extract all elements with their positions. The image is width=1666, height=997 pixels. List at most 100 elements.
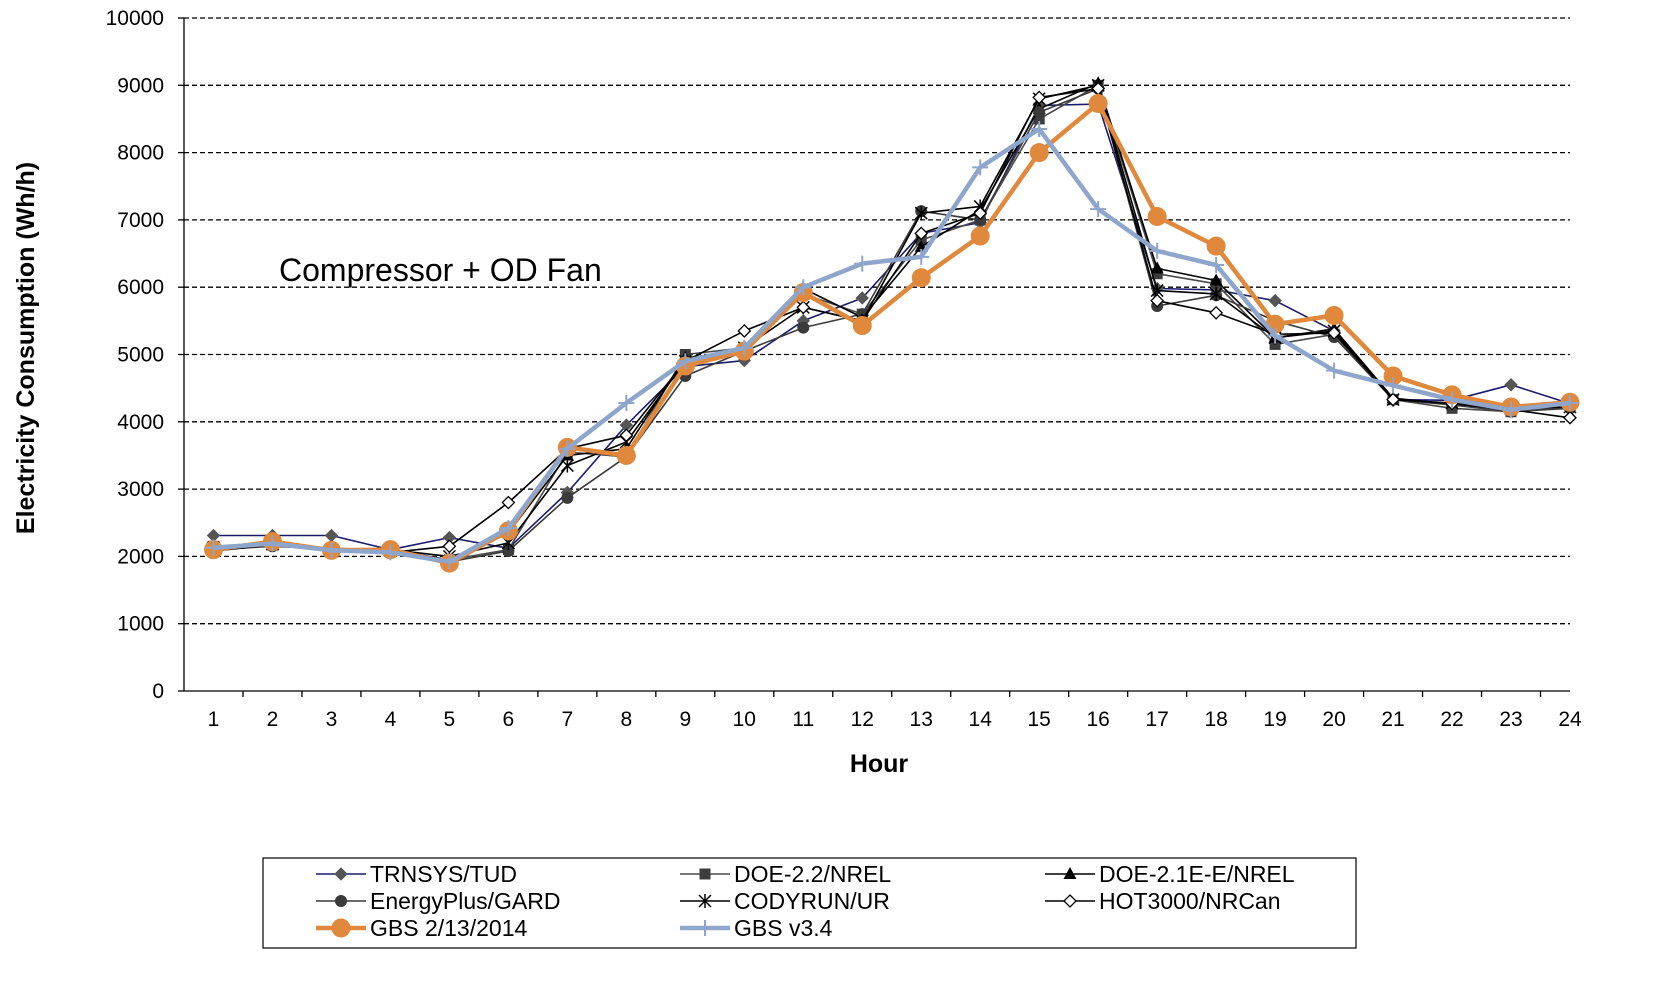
series-line [213,101,1571,566]
x-tick-label: 16 [1086,708,1109,731]
data-point [972,159,989,176]
series-energyplus-gard [207,82,1576,568]
y-axis-title: Electricity Consumption (Wh/h) [12,162,40,534]
legend-item: DOE-2.1E-E/NREL [1045,861,1295,887]
data-point [1327,326,1342,340]
data-point [913,248,930,265]
data-point [205,539,222,556]
x-tick-labels: 1 2 3 4 5 6 7 8 9 10 11 12 13 14 15 16 17 18 19 20 21 22 23 24 [208,691,1582,731]
series-line [213,84,1571,558]
series-trnsys-tud [206,97,1577,557]
data-point [1209,286,1223,301]
legend-marker [698,894,712,908]
series-line [213,103,1571,551]
x-tick-label: 11 [792,708,814,731]
x-tick-label: 6 [503,708,515,731]
data-point [1503,401,1520,418]
legend-label: GBS 2/13/2014 [370,915,527,941]
data-point [1563,410,1577,425]
x-tick-label: 24 [1558,708,1582,731]
data-point [1208,256,1225,273]
data-point [973,206,988,221]
x-tick-label: 1 [208,708,220,731]
data-point [382,544,399,561]
y-tick-label: 5000 [117,344,164,367]
y-tick-label: 10000 [106,7,164,30]
series-hot3000-nrcan [206,81,1577,560]
legend-item: CODYRUN/UR [680,888,890,914]
series-codyrun-ur [206,78,1577,564]
y-tick-label: 7000 [117,209,164,232]
y-tick-label: 9000 [117,74,164,97]
y-tick-label: 1000 [117,613,164,636]
data-point [1088,93,1108,113]
legend-item: GBS v3.4 [680,915,833,941]
series-gbs-v3-4 [205,121,1578,570]
data-point [796,300,811,315]
legend-label: GBS v3.4 [734,915,833,941]
data-point [911,268,931,288]
series-gbs-2-13-2014 [203,93,1580,573]
legend-item: GBS 2/13/2014 [316,915,527,941]
series-line [213,82,1571,564]
legend-label: CODYRUN/UR [734,888,890,914]
legend-marker [699,868,711,880]
series-line [213,126,1571,565]
legend: TRNSYS/TUD DOE-2.2/NREL DOE-2.1E-E/NREL Ene… [262,857,1357,949]
data-point [323,542,340,559]
data-point [616,445,636,465]
data-point [1029,143,1049,163]
legend-box [262,857,1357,949]
data-point [1209,273,1223,286]
x-tick-label: 13 [910,708,933,731]
data-point [1149,242,1166,259]
x-tick-label: 22 [1440,708,1463,731]
gridlines [184,17,1570,625]
legend-marker [1063,894,1077,908]
series-lines [203,76,1580,573]
y-tick-label: 2000 [117,545,164,568]
data-point [1032,90,1047,105]
data-point [1090,201,1107,218]
y-tick-label: 6000 [117,276,164,299]
legend-item: EnergyPlus/GARD [316,888,560,914]
legend-item: HOT3000/NRCan [1045,888,1281,914]
legend-marker [331,918,351,938]
x-tick-label: 18 [1204,708,1227,731]
data-point [736,339,753,356]
x-tick-label: 3 [326,708,338,731]
data-point [1209,305,1224,320]
data-point [1033,113,1045,125]
data-point [1031,121,1048,138]
x-tick-label: 4 [385,708,397,731]
data-point [914,226,929,241]
data-point [795,279,812,296]
legend-label: DOE-2.2/NREL [734,861,891,887]
data-point [500,520,517,537]
x-tick-label: 15 [1028,708,1051,731]
legend-item: TRNSYS/TUD [316,861,517,887]
data-point [1151,268,1163,280]
legend-marker [334,867,348,881]
data-point [502,545,515,558]
data-point [855,291,869,305]
y-tick-label: 4000 [117,411,164,434]
x-tick-label: 20 [1322,708,1345,731]
x-tick-label: 9 [679,708,691,731]
chart-annotation: Compressor + OD Fan [279,252,602,288]
data-point [619,428,634,443]
data-point [1150,261,1164,274]
data-point [1326,362,1343,379]
legend-item: DOE-2.2/NREL [680,861,891,887]
data-point [737,324,752,338]
data-point [677,353,694,370]
data-point [1147,207,1167,227]
x-tick-label: 8 [620,708,632,731]
legend-label: HOT3000/NRCan [1099,888,1281,914]
data-point [1444,391,1461,408]
data-point [264,535,281,552]
data-point [1268,293,1282,308]
x-tick-label: 17 [1145,708,1168,731]
data-point [618,394,635,411]
